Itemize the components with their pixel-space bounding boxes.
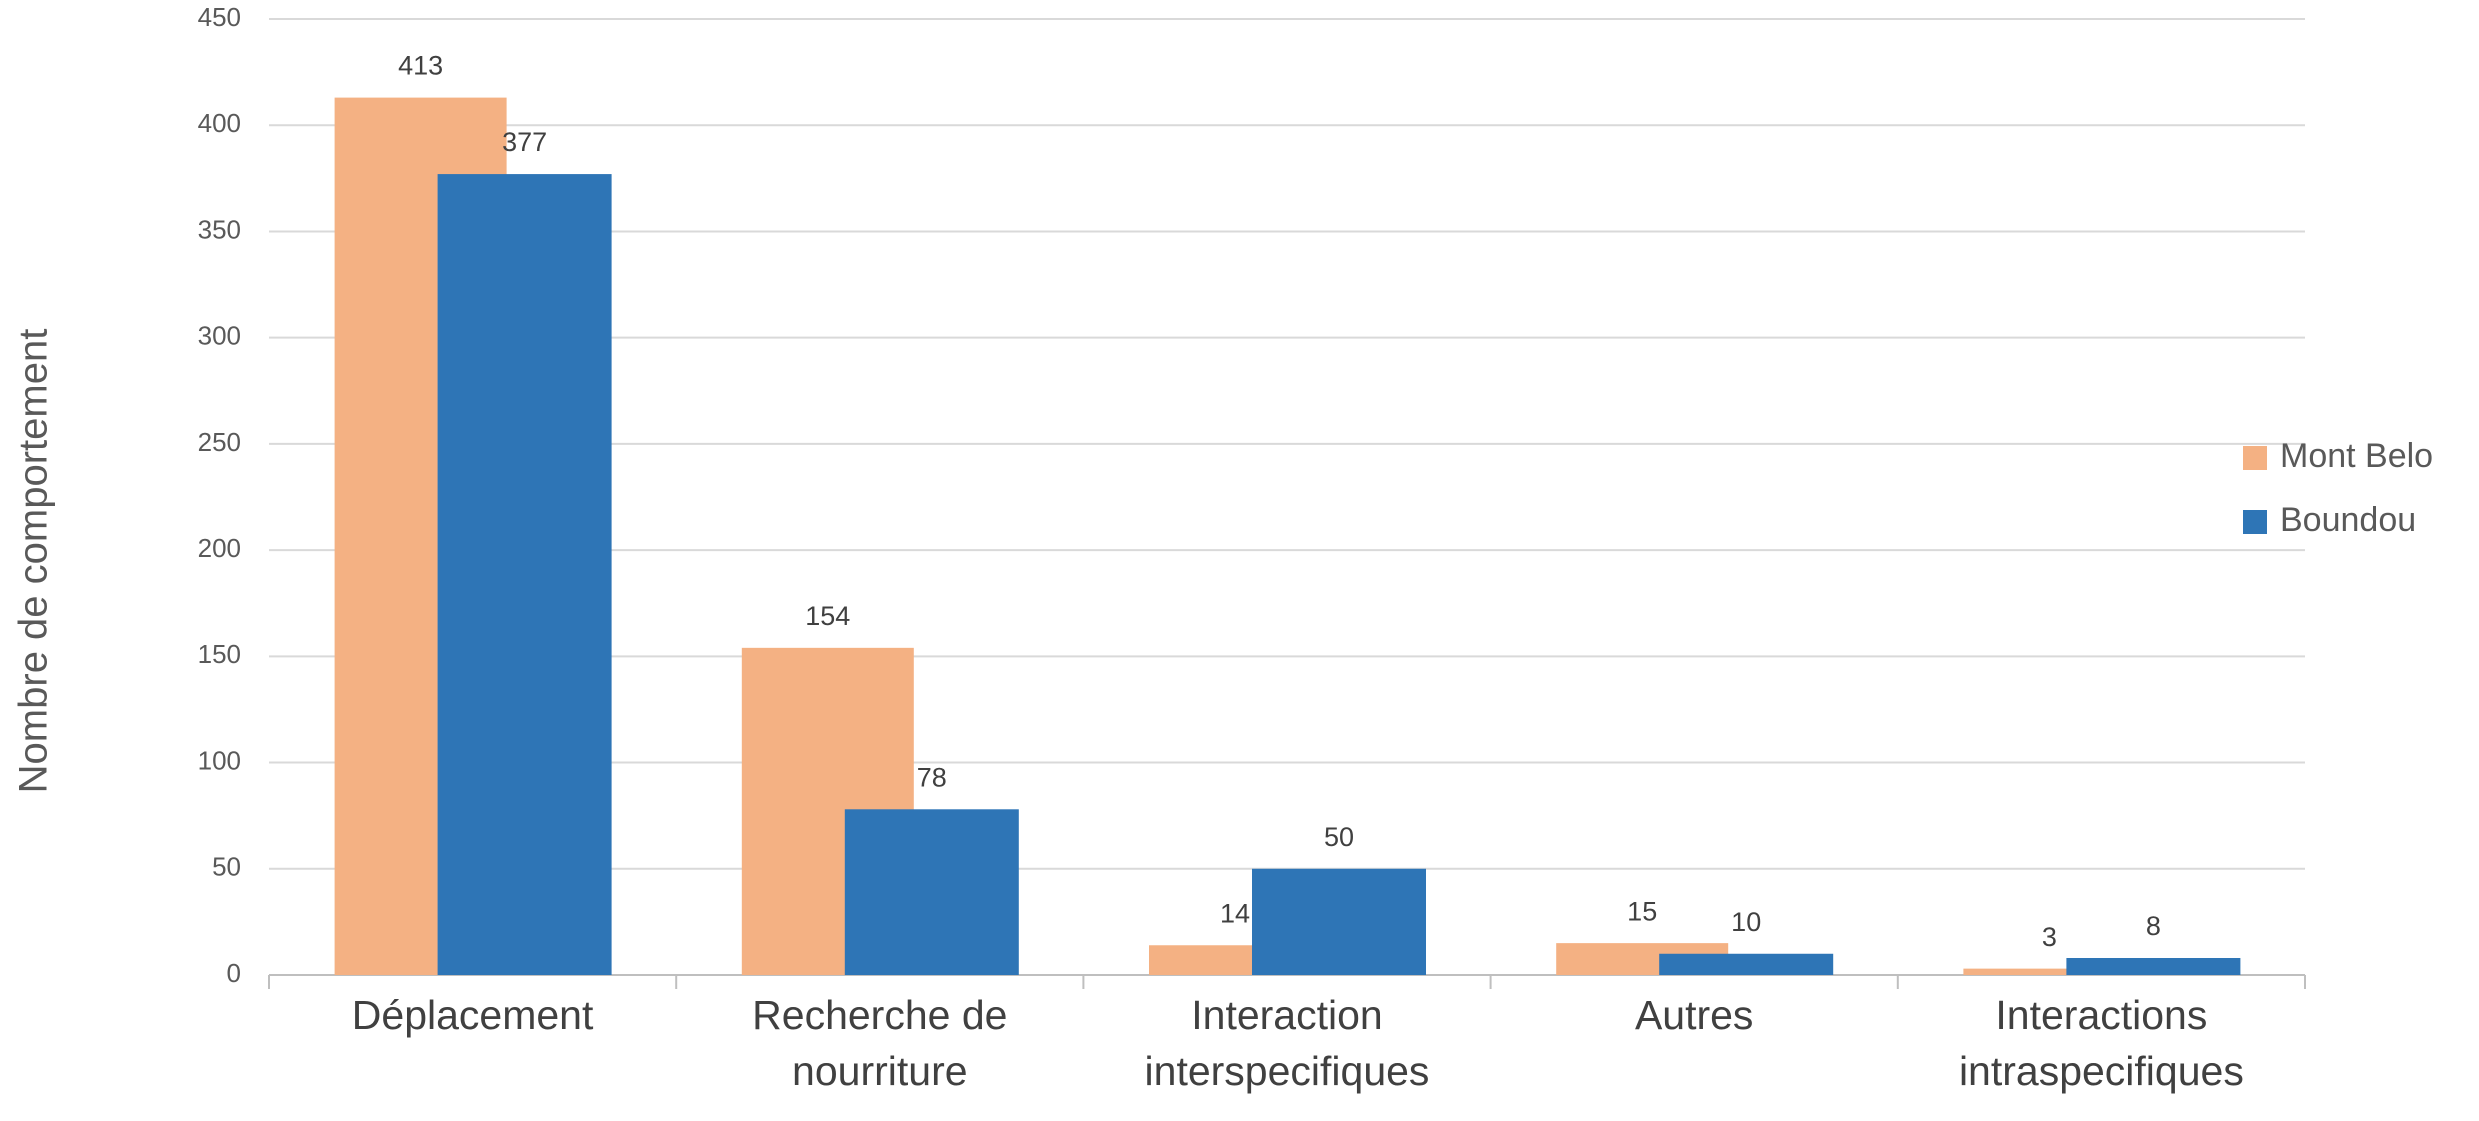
y-tick-label: 0 <box>227 958 241 988</box>
y-axis-title: Nombre de comportement <box>12 329 56 794</box>
data-label: 10 <box>1731 907 1761 937</box>
y-tick-label: 400 <box>198 108 241 138</box>
legend-label: Boundou <box>2280 501 2416 539</box>
data-label: 78 <box>917 762 947 792</box>
legend-swatch <box>2243 510 2267 534</box>
bar <box>1252 868 1426 975</box>
y-tick-label: 150 <box>198 639 241 669</box>
legend-label: Mont Belo <box>2280 437 2433 475</box>
data-label: 15 <box>1627 896 1657 926</box>
x-tick-label: Recherche de nourriture <box>752 992 1008 1094</box>
legend-swatch <box>2243 446 2267 470</box>
data-label: 50 <box>1324 822 1354 852</box>
bar <box>844 809 1019 975</box>
x-tick-label: Déplacement <box>351 992 594 1038</box>
data-label: 14 <box>1220 898 1250 928</box>
y-tick-label: 250 <box>198 427 241 457</box>
bar <box>2066 958 2241 975</box>
data-label: 8 <box>2146 911 2161 941</box>
data-label: 377 <box>502 127 547 157</box>
bar <box>1659 953 1834 975</box>
y-tick-label: 300 <box>198 321 241 351</box>
data-label: 154 <box>805 601 850 631</box>
x-tick-label: Interaction interspecifiques <box>1144 992 1430 1094</box>
x-tick-label: Interactions intraspecifiques <box>1958 992 2244 1094</box>
data-label: 3 <box>2042 922 2057 952</box>
bar <box>1963 968 2136 975</box>
y-tick-label: 50 <box>212 852 241 882</box>
y-tick-label: 350 <box>198 214 241 244</box>
bar <box>437 174 612 975</box>
x-tick-label: Autres <box>1634 992 1754 1038</box>
y-tick-label: 450 <box>198 2 241 32</box>
y-tick-label: 200 <box>198 533 241 563</box>
y-tick-label: 100 <box>198 745 241 775</box>
data-label: 413 <box>398 51 443 81</box>
